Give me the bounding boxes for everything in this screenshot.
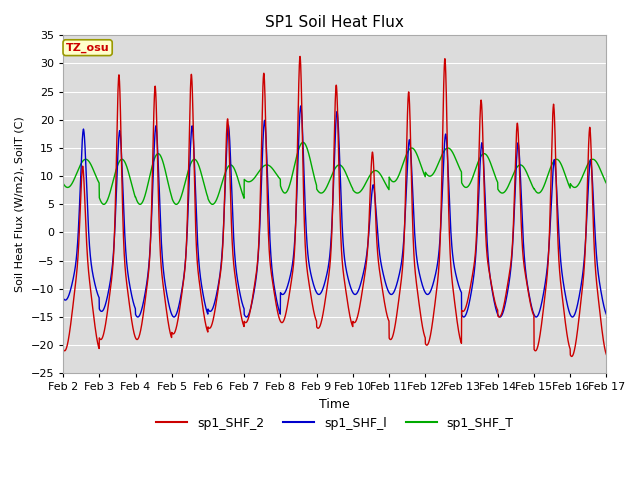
sp1_SHF_l: [438, 187, 446, 192]
Line: sp1_SHF_l: sp1_SHF_l: [63, 106, 606, 317]
sp1_SHF_l: [467, 289, 475, 295]
sp1_SHF_T: [232, 169, 239, 175]
sp1_SHF_T: [60, 180, 67, 186]
sp1_SHF_2: [438, 156, 446, 161]
sp1_SHF_T: [438, 151, 446, 157]
sp1_SHF_2: [568, 354, 575, 360]
sp1_SHF_l: [438, 192, 446, 197]
sp1_SHF_2: [602, 352, 610, 358]
sp1_SHF_2: [232, 275, 239, 281]
sp1_SHF_l: [568, 314, 576, 320]
sp1_SHF_2: [508, 255, 515, 261]
X-axis label: Time: Time: [319, 398, 350, 411]
sp1_SHF_l: [60, 295, 67, 301]
Line: sp1_SHF_2: sp1_SHF_2: [63, 57, 606, 357]
sp1_SHF_T: [439, 151, 447, 156]
sp1_SHF_l: [508, 259, 515, 265]
sp1_SHF_T: [508, 175, 515, 181]
sp1_SHF_l: [602, 312, 610, 317]
sp1_SHF_2: [467, 279, 475, 285]
Title: SP1 Soil Heat Flux: SP1 Soil Heat Flux: [266, 15, 404, 30]
Legend: sp1_SHF_2, sp1_SHF_l, sp1_SHF_T: sp1_SHF_2, sp1_SHF_l, sp1_SHF_T: [150, 412, 519, 435]
sp1_SHF_T: [468, 178, 476, 183]
sp1_SHF_l: [232, 260, 239, 265]
sp1_SHF_l: [404, 160, 412, 166]
Y-axis label: Soil Heat Flux (W/m2), SoilT (C): Soil Heat Flux (W/m2), SoilT (C): [15, 117, 25, 292]
sp1_SHF_l: [297, 103, 305, 109]
sp1_SHF_2: [438, 146, 446, 152]
sp1_SHF_2: [404, 111, 412, 117]
sp1_SHF_T: [602, 180, 610, 186]
sp1_SHF_T: [404, 149, 412, 155]
sp1_SHF_T: [100, 202, 108, 207]
Text: TZ_osu: TZ_osu: [66, 43, 109, 53]
sp1_SHF_2: [296, 54, 304, 60]
Line: sp1_SHF_T: sp1_SHF_T: [63, 143, 606, 204]
sp1_SHF_T: [300, 140, 307, 145]
sp1_SHF_2: [60, 346, 67, 352]
